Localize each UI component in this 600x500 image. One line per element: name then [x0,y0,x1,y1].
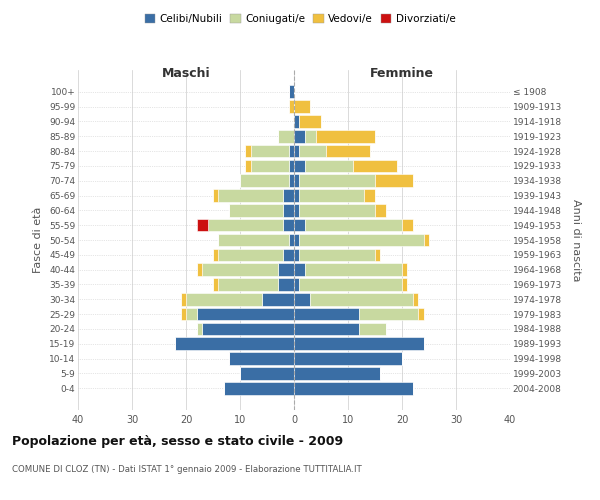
Bar [294,382,413,394]
Bar [197,264,202,276]
Text: COMUNE DI CLOZ (TN) - Dati ISTAT 1° gennaio 2009 - Elaborazione TUTTITALIA.IT: COMUNE DI CLOZ (TN) - Dati ISTAT 1° genn… [12,465,362,474]
Bar [294,219,305,232]
Bar [240,174,289,187]
Bar [375,248,380,261]
Bar [294,264,305,276]
Bar [305,160,353,172]
Bar [245,160,251,172]
Legend: Celibi/Nubili, Coniugati/e, Vedovi/e, Divorziati/e: Celibi/Nubili, Coniugati/e, Vedovi/e, Di… [140,10,460,29]
Bar [278,278,294,291]
Bar [402,264,407,276]
Bar [197,219,208,232]
Bar [294,352,402,365]
Bar [294,308,359,320]
Bar [310,293,413,306]
Bar [218,189,283,202]
Bar [289,145,294,158]
Bar [294,130,305,142]
Bar [294,160,305,172]
Bar [229,352,294,365]
Bar [197,322,202,335]
Bar [305,130,316,142]
Bar [402,278,407,291]
Bar [224,382,294,394]
Bar [299,204,375,216]
Bar [294,189,299,202]
Bar [294,204,299,216]
Bar [299,145,326,158]
Bar [294,322,359,335]
Bar [299,248,375,261]
Bar [245,145,251,158]
Bar [289,100,294,113]
Bar [218,278,278,291]
Bar [251,160,289,172]
Bar [294,145,299,158]
Bar [202,322,294,335]
Bar [413,293,418,306]
Bar [283,248,294,261]
Bar [375,174,413,187]
Bar [299,174,375,187]
Bar [283,219,294,232]
Bar [186,293,262,306]
Bar [353,160,397,172]
Y-axis label: Fasce di età: Fasce di età [34,207,43,273]
Bar [262,293,294,306]
Bar [375,204,386,216]
Bar [294,100,310,113]
Bar [359,322,386,335]
Bar [289,174,294,187]
Bar [326,145,370,158]
Bar [202,264,278,276]
Bar [305,264,402,276]
Bar [294,338,424,350]
Bar [418,308,424,320]
Bar [283,204,294,216]
Bar [299,278,402,291]
Bar [283,189,294,202]
Bar [181,308,186,320]
Bar [218,248,283,261]
Bar [213,278,218,291]
Bar [278,130,294,142]
Bar [240,367,294,380]
Text: Popolazione per età, sesso e stato civile - 2009: Popolazione per età, sesso e stato civil… [12,435,343,448]
Text: Femmine: Femmine [370,67,434,80]
Bar [299,115,321,128]
Bar [294,293,310,306]
Bar [197,308,294,320]
Bar [424,234,429,246]
Bar [402,219,413,232]
Bar [181,293,186,306]
Bar [289,160,294,172]
Bar [294,248,299,261]
Bar [289,86,294,98]
Bar [186,308,197,320]
Bar [294,278,299,291]
Bar [299,189,364,202]
Bar [299,234,424,246]
Bar [305,219,402,232]
Bar [213,248,218,261]
Bar [294,115,299,128]
Bar [364,189,375,202]
Bar [229,204,283,216]
Bar [175,338,294,350]
Bar [278,264,294,276]
Bar [251,145,289,158]
Bar [316,130,375,142]
Bar [294,234,299,246]
Bar [294,367,380,380]
Bar [294,174,299,187]
Bar [218,234,289,246]
Bar [289,234,294,246]
Bar [359,308,418,320]
Bar [208,219,283,232]
Bar [213,189,218,202]
Text: Maschi: Maschi [161,67,211,80]
Y-axis label: Anni di nascita: Anni di nascita [571,198,581,281]
